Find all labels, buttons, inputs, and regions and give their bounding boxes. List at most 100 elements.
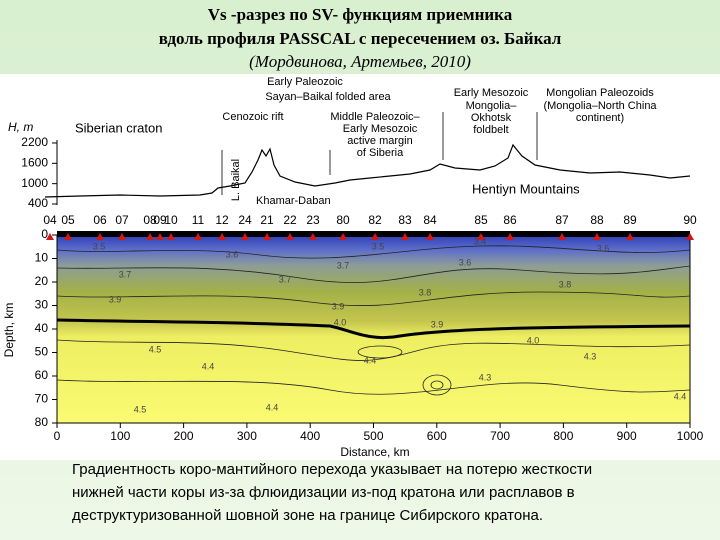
x-tick-label: 200	[174, 429, 194, 443]
x-tick-label: 0	[54, 429, 61, 443]
annotation: Early Mesozoic	[343, 123, 418, 135]
station-marker	[96, 233, 104, 240]
figure	[44, 112, 691, 424]
title: Vs -разрез по SV- функциям приемника	[208, 5, 513, 24]
station-marker	[309, 233, 317, 240]
annotation: active margin	[347, 135, 412, 147]
station-marker	[167, 233, 175, 240]
station-label: 87	[555, 213, 569, 227]
station-label: 12	[215, 213, 229, 227]
station-marker	[477, 233, 485, 240]
contour-label: 4.3	[479, 372, 492, 382]
annotation: Siberian craton	[75, 120, 162, 135]
station-label: 06	[93, 213, 107, 227]
contour-label: 3.8	[419, 287, 432, 297]
contour-label: 4.3	[584, 351, 597, 361]
station-label: 82	[368, 213, 382, 227]
station-marker	[558, 233, 566, 240]
x-tick-label: 100	[110, 429, 130, 443]
station-label: 83	[398, 213, 412, 227]
station-marker	[218, 233, 226, 240]
station-marker	[626, 233, 634, 240]
station-marker	[401, 233, 409, 240]
station-label: 89	[623, 213, 637, 227]
annotation: of Siberia	[357, 147, 404, 159]
station-label: 90	[683, 213, 697, 227]
contour-label: 3.8	[559, 279, 572, 289]
y-tick-label: 20	[35, 274, 49, 288]
annotation: Okhotsk	[471, 112, 512, 124]
contour-label: 3.9	[431, 319, 444, 329]
station-label: 05	[61, 213, 75, 227]
annotation: Early Mesozoic	[454, 87, 529, 99]
station-label: 22	[283, 213, 297, 227]
station-label: 07	[115, 213, 129, 227]
station-marker	[263, 233, 271, 240]
y-tick-label: 40	[35, 321, 49, 335]
y-tick-label: 60	[35, 368, 49, 382]
contour-label: 3.9	[109, 294, 122, 304]
x-tick-label: 600	[427, 429, 447, 443]
station-label: 10	[164, 213, 178, 227]
y-tick-label: 30	[35, 298, 49, 312]
title: вдоль профиля PASSCAL с пересечением оз.…	[159, 29, 562, 48]
station-label: 08	[143, 213, 157, 227]
contour-label: 3.6	[459, 257, 472, 267]
station-label: 85	[474, 213, 488, 227]
station-marker	[46, 233, 54, 240]
caption: нижней части коры из-за флюидизации из-п…	[72, 484, 575, 501]
station-label: 09	[153, 213, 167, 227]
topo-tick-label: 2200	[21, 135, 48, 149]
x-tick-label: 700	[490, 429, 510, 443]
station-marker	[64, 233, 72, 240]
station-marker	[241, 233, 249, 240]
contour-label: 3.6	[597, 243, 610, 253]
annotation: foldbelt	[473, 124, 508, 136]
contour-label: 3.5	[372, 241, 385, 251]
station-marker	[118, 233, 126, 240]
x-tick-label: 800	[553, 429, 573, 443]
contour-label: 3.7	[279, 274, 292, 284]
topo-axis-label: H, m	[8, 120, 33, 134]
citation: (Мордвинова, Артемьев, 2010)	[249, 52, 471, 71]
x-tick-label: 1000	[677, 429, 704, 443]
annotation: Khamar-Daban	[256, 195, 331, 207]
contour-label: 4.4	[674, 391, 687, 401]
caption: Градиентность коро-мантийного перехода у…	[72, 461, 592, 478]
station-label: 21	[260, 213, 274, 227]
y-tick-label: 50	[35, 345, 49, 359]
annotation: L. Baikal	[230, 159, 242, 201]
y-tick-label: 80	[35, 415, 49, 429]
contour-label: 4.4	[364, 355, 377, 365]
annotation: Hentiyn Mountains	[472, 181, 580, 196]
station-label: 11	[192, 213, 205, 227]
station-marker	[194, 233, 202, 240]
x-tick-label: 500	[363, 429, 383, 443]
station-marker	[686, 233, 694, 240]
topo-tick-label: 1000	[21, 176, 48, 190]
contour-label: 4.4	[266, 402, 279, 412]
contour-label: 3.6	[226, 249, 239, 259]
annotation: Middle Paleozoic–	[330, 111, 420, 123]
contour-label: 4.0	[334, 317, 347, 327]
station-label: 88	[590, 213, 604, 227]
station-marker	[371, 233, 379, 240]
station-marker	[286, 233, 294, 240]
annotation: Early Paleozoic	[267, 76, 343, 88]
caption: деструктуризованной шовной зоне на грани…	[72, 507, 543, 524]
x-tick-label: 400	[300, 429, 320, 443]
topo-tick-label: 400	[28, 196, 48, 210]
moho-line	[56, 318, 691, 340]
contour-label: 3.4	[474, 236, 487, 246]
contours	[56, 245, 691, 396]
y-tick-label: 0	[41, 227, 48, 241]
station-label: 80	[336, 213, 350, 227]
topo-tick-label: 1600	[21, 155, 48, 169]
station-marker	[146, 233, 154, 240]
station-label: 84	[423, 213, 437, 227]
surface-band	[57, 231, 690, 237]
annotation: (Mongolia–North China	[543, 100, 657, 112]
x-tick-label: 900	[617, 429, 637, 443]
annotation: Cenozoic rift	[222, 111, 283, 123]
